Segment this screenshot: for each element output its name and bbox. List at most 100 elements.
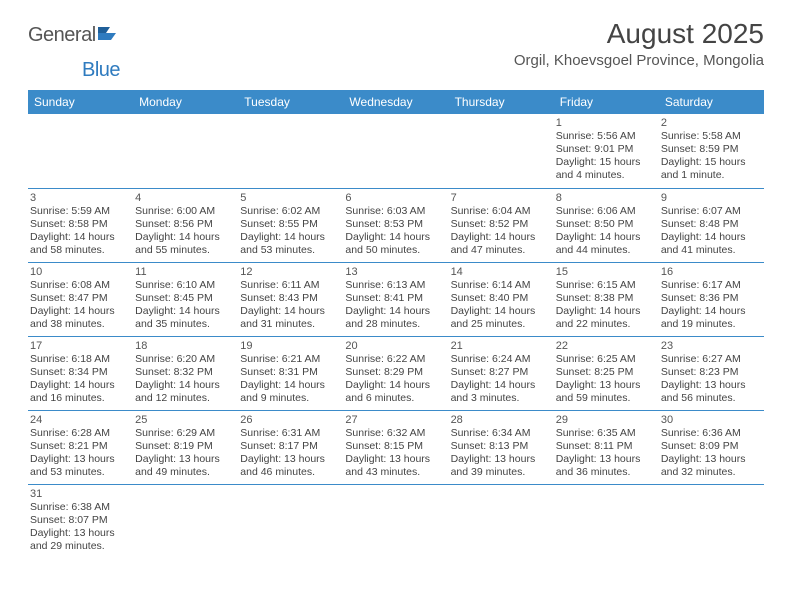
calendar-empty-cell bbox=[238, 114, 343, 188]
day-info: Sunrise: 6:24 AMSunset: 8:27 PMDaylight:… bbox=[451, 353, 550, 406]
calendar-day-cell: 6Sunrise: 6:03 AMSunset: 8:53 PMDaylight… bbox=[343, 188, 448, 262]
day-info: Sunrise: 6:35 AMSunset: 8:11 PMDaylight:… bbox=[556, 427, 655, 480]
weekday-header: Thursday bbox=[449, 90, 554, 114]
day-number: 17 bbox=[30, 340, 129, 352]
calendar-day-cell: 24Sunrise: 6:28 AMSunset: 8:21 PMDayligh… bbox=[28, 410, 133, 484]
calendar-day-cell: 2Sunrise: 5:58 AMSunset: 8:59 PMDaylight… bbox=[659, 114, 764, 188]
day-number: 25 bbox=[135, 414, 234, 426]
calendar-day-cell: 31Sunrise: 6:38 AMSunset: 8:07 PMDayligh… bbox=[28, 484, 133, 558]
day-info: Sunrise: 6:04 AMSunset: 8:52 PMDaylight:… bbox=[451, 205, 550, 258]
title-block: August 2025 Orgil, Khoevsgoel Province, … bbox=[514, 18, 764, 77]
day-number: 15 bbox=[556, 266, 655, 278]
calendar-day-cell: 4Sunrise: 6:00 AMSunset: 8:56 PMDaylight… bbox=[133, 188, 238, 262]
logo-flag-icon bbox=[97, 25, 119, 46]
calendar-empty-cell bbox=[28, 114, 133, 188]
weekday-header: Wednesday bbox=[343, 90, 448, 114]
day-number: 9 bbox=[661, 192, 760, 204]
day-number: 18 bbox=[135, 340, 234, 352]
day-info: Sunrise: 6:15 AMSunset: 8:38 PMDaylight:… bbox=[556, 279, 655, 332]
calendar-empty-cell bbox=[133, 114, 238, 188]
calendar-day-cell: 30Sunrise: 6:36 AMSunset: 8:09 PMDayligh… bbox=[659, 410, 764, 484]
day-info: Sunrise: 6:28 AMSunset: 8:21 PMDaylight:… bbox=[30, 427, 129, 480]
day-info: Sunrise: 6:13 AMSunset: 8:41 PMDaylight:… bbox=[345, 279, 444, 332]
day-number: 26 bbox=[240, 414, 339, 426]
calendar-week-row: 3Sunrise: 5:59 AMSunset: 8:58 PMDaylight… bbox=[28, 188, 764, 262]
logo: General bbox=[28, 24, 119, 47]
day-info: Sunrise: 6:21 AMSunset: 8:31 PMDaylight:… bbox=[240, 353, 339, 406]
day-info: Sunrise: 6:06 AMSunset: 8:50 PMDaylight:… bbox=[556, 205, 655, 258]
calendar-day-cell: 29Sunrise: 6:35 AMSunset: 8:11 PMDayligh… bbox=[554, 410, 659, 484]
day-number: 2 bbox=[661, 117, 760, 129]
day-info: Sunrise: 6:38 AMSunset: 8:07 PMDaylight:… bbox=[30, 501, 129, 554]
day-number: 14 bbox=[451, 266, 550, 278]
calendar-day-cell: 16Sunrise: 6:17 AMSunset: 8:36 PMDayligh… bbox=[659, 262, 764, 336]
calendar-empty-cell bbox=[343, 484, 448, 558]
calendar-empty-cell bbox=[659, 484, 764, 558]
day-number: 24 bbox=[30, 414, 129, 426]
calendar-day-cell: 15Sunrise: 6:15 AMSunset: 8:38 PMDayligh… bbox=[554, 262, 659, 336]
weekday-header: Saturday bbox=[659, 90, 764, 114]
day-info: Sunrise: 6:03 AMSunset: 8:53 PMDaylight:… bbox=[345, 205, 444, 258]
day-number: 13 bbox=[345, 266, 444, 278]
calendar-day-cell: 19Sunrise: 6:21 AMSunset: 8:31 PMDayligh… bbox=[238, 336, 343, 410]
calendar-day-cell: 25Sunrise: 6:29 AMSunset: 8:19 PMDayligh… bbox=[133, 410, 238, 484]
calendar-week-row: 1Sunrise: 5:56 AMSunset: 9:01 PMDaylight… bbox=[28, 114, 764, 188]
calendar-day-cell: 10Sunrise: 6:08 AMSunset: 8:47 PMDayligh… bbox=[28, 262, 133, 336]
day-number: 28 bbox=[451, 414, 550, 426]
day-number: 16 bbox=[661, 266, 760, 278]
calendar-table: SundayMondayTuesdayWednesdayThursdayFrid… bbox=[28, 90, 764, 558]
calendar-empty-cell bbox=[343, 114, 448, 188]
calendar-week-row: 31Sunrise: 6:38 AMSunset: 8:07 PMDayligh… bbox=[28, 484, 764, 558]
weekday-header: Friday bbox=[554, 90, 659, 114]
day-number: 21 bbox=[451, 340, 550, 352]
day-info: Sunrise: 5:59 AMSunset: 8:58 PMDaylight:… bbox=[30, 205, 129, 258]
calendar-empty-cell bbox=[238, 484, 343, 558]
calendar-day-cell: 11Sunrise: 6:10 AMSunset: 8:45 PMDayligh… bbox=[133, 262, 238, 336]
calendar-day-cell: 12Sunrise: 6:11 AMSunset: 8:43 PMDayligh… bbox=[238, 262, 343, 336]
calendar-day-cell: 9Sunrise: 6:07 AMSunset: 8:48 PMDaylight… bbox=[659, 188, 764, 262]
day-info: Sunrise: 6:31 AMSunset: 8:17 PMDaylight:… bbox=[240, 427, 339, 480]
day-number: 11 bbox=[135, 266, 234, 278]
calendar-empty-cell bbox=[554, 484, 659, 558]
calendar-day-cell: 21Sunrise: 6:24 AMSunset: 8:27 PMDayligh… bbox=[449, 336, 554, 410]
day-info: Sunrise: 6:32 AMSunset: 8:15 PMDaylight:… bbox=[345, 427, 444, 480]
location-subtitle: Orgil, Khoevsgoel Province, Mongolia bbox=[514, 52, 764, 69]
logo-word1: General bbox=[28, 24, 96, 47]
calendar-header: SundayMondayTuesdayWednesdayThursdayFrid… bbox=[28, 90, 764, 114]
calendar-day-cell: 23Sunrise: 6:27 AMSunset: 8:23 PMDayligh… bbox=[659, 336, 764, 410]
day-info: Sunrise: 6:14 AMSunset: 8:40 PMDaylight:… bbox=[451, 279, 550, 332]
weekday-header: Monday bbox=[133, 90, 238, 114]
day-info: Sunrise: 6:20 AMSunset: 8:32 PMDaylight:… bbox=[135, 353, 234, 406]
day-number: 10 bbox=[30, 266, 129, 278]
day-info: Sunrise: 6:27 AMSunset: 8:23 PMDaylight:… bbox=[661, 353, 760, 406]
day-number: 29 bbox=[556, 414, 655, 426]
day-info: Sunrise: 6:02 AMSunset: 8:55 PMDaylight:… bbox=[240, 205, 339, 258]
calendar-day-cell: 7Sunrise: 6:04 AMSunset: 8:52 PMDaylight… bbox=[449, 188, 554, 262]
day-info: Sunrise: 5:58 AMSunset: 8:59 PMDaylight:… bbox=[661, 130, 760, 183]
day-number: 3 bbox=[30, 192, 129, 204]
calendar-day-cell: 8Sunrise: 6:06 AMSunset: 8:50 PMDaylight… bbox=[554, 188, 659, 262]
day-number: 6 bbox=[345, 192, 444, 204]
calendar-week-row: 10Sunrise: 6:08 AMSunset: 8:47 PMDayligh… bbox=[28, 262, 764, 336]
day-info: Sunrise: 6:10 AMSunset: 8:45 PMDaylight:… bbox=[135, 279, 234, 332]
calendar-day-cell: 1Sunrise: 5:56 AMSunset: 9:01 PMDaylight… bbox=[554, 114, 659, 188]
calendar-day-cell: 3Sunrise: 5:59 AMSunset: 8:58 PMDaylight… bbox=[28, 188, 133, 262]
day-info: Sunrise: 6:17 AMSunset: 8:36 PMDaylight:… bbox=[661, 279, 760, 332]
day-number: 27 bbox=[345, 414, 444, 426]
calendar-empty-cell bbox=[133, 484, 238, 558]
day-info: Sunrise: 6:08 AMSunset: 8:47 PMDaylight:… bbox=[30, 279, 129, 332]
day-info: Sunrise: 6:22 AMSunset: 8:29 PMDaylight:… bbox=[345, 353, 444, 406]
day-info: Sunrise: 6:25 AMSunset: 8:25 PMDaylight:… bbox=[556, 353, 655, 406]
calendar-day-cell: 5Sunrise: 6:02 AMSunset: 8:55 PMDaylight… bbox=[238, 188, 343, 262]
calendar-page: General August 2025 Orgil, Khoevsgoel Pr… bbox=[0, 0, 792, 574]
day-number: 8 bbox=[556, 192, 655, 204]
day-number: 31 bbox=[30, 488, 129, 500]
day-number: 20 bbox=[345, 340, 444, 352]
calendar-day-cell: 17Sunrise: 6:18 AMSunset: 8:34 PMDayligh… bbox=[28, 336, 133, 410]
calendar-day-cell: 13Sunrise: 6:13 AMSunset: 8:41 PMDayligh… bbox=[343, 262, 448, 336]
calendar-body: 1Sunrise: 5:56 AMSunset: 9:01 PMDaylight… bbox=[28, 114, 764, 558]
logo-word2: Blue bbox=[82, 59, 120, 82]
calendar-day-cell: 27Sunrise: 6:32 AMSunset: 8:15 PMDayligh… bbox=[343, 410, 448, 484]
day-number: 12 bbox=[240, 266, 339, 278]
day-number: 4 bbox=[135, 192, 234, 204]
